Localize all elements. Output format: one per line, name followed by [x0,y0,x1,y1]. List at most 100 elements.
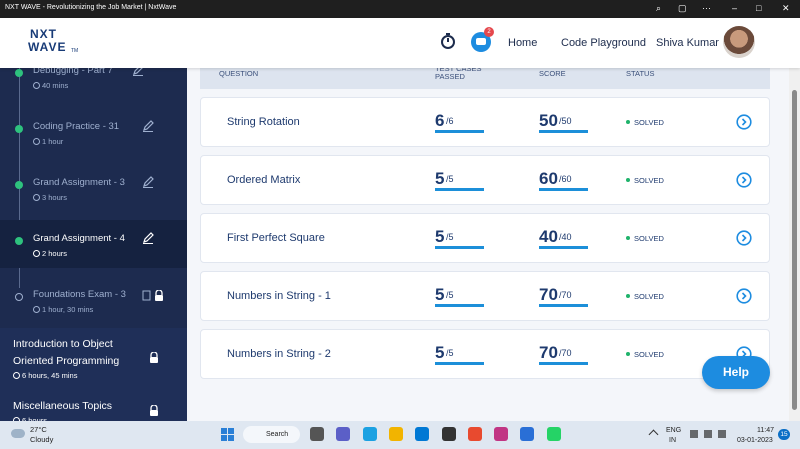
lang-top: ENG [666,427,682,434]
nav-link[interactable]: Code Playground [561,37,647,49]
lock-icon [154,288,164,301]
progress-bar [539,304,588,307]
question-name: Numbers in String - 2 [227,348,331,360]
clock-icon [33,194,40,201]
number: 6 [435,111,445,130]
open-button[interactable] [736,230,752,246]
module-title[interactable]: Miscellaneous Topics [13,400,113,412]
status-dot [626,294,630,298]
taskbar-app[interactable] [388,427,403,441]
item-title[interactable]: Grand Assignment - 4 [33,233,125,244]
scroll-thumb [792,90,797,410]
progress-bar [539,188,588,191]
logo-top: NXT [30,27,57,41]
status-text: SOLVED [634,350,664,359]
window-controls: ⌕ ▢ ··· – □ ✕ [656,3,790,13]
item-duration: 2 hours [42,249,68,258]
column-header: STATUS [626,69,655,78]
status-text: SOLVED [634,234,664,243]
number: 50 [539,111,558,130]
progress-bar [435,362,484,365]
taskbar-app[interactable] [494,427,509,441]
clock-time: 11:47 [757,427,774,434]
edit-icon[interactable] [132,68,144,76]
status-check [15,125,23,133]
taskbar-app[interactable] [336,427,351,441]
clock-icon [33,138,40,145]
item-title[interactable]: Foundations Exam - 3 [33,289,126,300]
item-title[interactable]: Coding Practice - 31 [33,121,120,132]
table-row[interactable] [200,271,770,321]
search-box[interactable] [243,426,300,443]
number-total: /5 [446,348,454,358]
taskbar-app[interactable] [520,427,535,441]
status-check [15,237,23,245]
nav-link[interactable]: Home [508,37,538,49]
progress-bar [435,246,484,249]
table-row[interactable] [200,329,770,379]
clock-icon [33,82,40,89]
taskbar-app[interactable] [546,427,561,441]
number: 5 [435,227,445,246]
number: 70 [539,343,558,362]
edit-icon[interactable] [142,119,154,132]
taskbar-app[interactable] [415,427,430,441]
status-dot [626,352,630,356]
status-dot [626,178,630,182]
start-button[interactable] [221,428,234,441]
number-total: /5 [446,290,454,300]
progress-bar [435,304,484,307]
item-duration: 1 hour [42,137,64,146]
column-header: TEST CASES PASSED [435,64,482,81]
taskbar-app[interactable] [362,427,377,441]
item-title[interactable]: Grand Assignment - 3 [33,177,125,188]
progress-bar [539,362,588,365]
table-row[interactable] [200,97,770,147]
question-name: Numbers in String - 1 [227,290,331,302]
doc-icon [142,288,151,301]
user-name[interactable]: Shiva Kumar [656,37,719,49]
number-total: /60 [559,174,572,184]
item-duration: 40 mins [42,81,69,90]
number-total: /70 [559,290,572,300]
open-button[interactable] [736,288,752,304]
title-bar [0,0,800,18]
taskbar-app[interactable] [310,427,324,441]
item-title[interactable]: Debugging - Part 7 [33,68,113,76]
number-total: /6 [446,116,454,126]
number: 70 [539,285,558,304]
taskbar-app[interactable] [441,427,456,441]
item-duration: 3 hours [42,193,68,202]
question-name: String Rotation [227,116,300,128]
taskbar-app[interactable] [467,427,482,441]
progress-bar [539,246,588,249]
window-title: NXT WAVE - Revolutionizing the Job Marke… [5,4,177,11]
number-total: /40 [559,232,572,242]
number-total: /50 [559,116,572,126]
table-row[interactable] [200,155,770,205]
timer-icon [440,33,456,49]
progress-bar [435,130,484,133]
number: 5 [435,169,445,188]
table-row[interactable] [200,213,770,263]
open-button[interactable] [736,114,752,130]
status-dot [626,120,630,124]
module-duration: 6 hours [22,416,48,421]
avatar[interactable] [723,26,755,58]
help-button[interactable]: Help [702,356,770,389]
timeline-line [19,68,20,288]
lang-bottom: IN [669,437,676,444]
edit-icon[interactable] [142,175,154,188]
progress-bar [435,188,484,191]
column-header: QUESTION [219,69,259,78]
sidebar: Debugging - Part 7 40 mins Coding Practice… [0,68,187,421]
open-button[interactable] [736,172,752,188]
edit-icon[interactable] [142,231,154,244]
number: 60 [539,169,558,188]
module-title[interactable]: Introduction to Object Oriented Programm… [13,338,120,367]
clock-icon [33,250,40,257]
chat-icon[interactable] [471,32,491,52]
status-check [15,69,23,77]
tray-status [690,430,726,438]
